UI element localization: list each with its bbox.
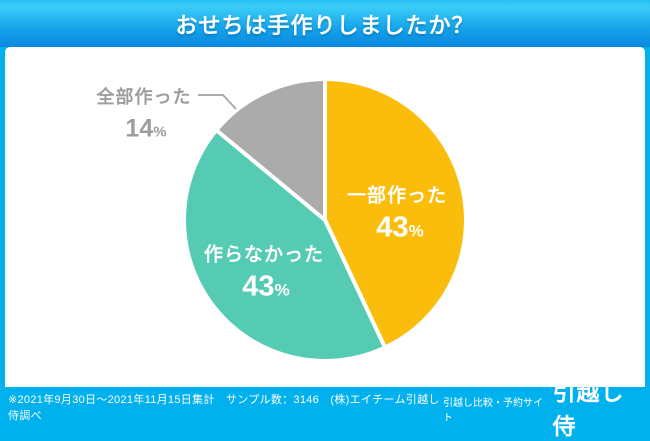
header-banner: おせちは手作りしましたか？ [0,0,650,47]
footer-bar: ※2021年9月30日～2021年11月15日集計 サンプル数：3146 (株)… [0,379,650,439]
pie-chart [182,76,468,363]
footer-brand: 引越し比較・予約サイト 引越し侍 [443,373,642,441]
value-segment-0-unit: % [408,221,424,241]
pie-slice-2 [213,76,327,225]
label-segment-0: 一部作った [347,181,447,208]
label-segment-1-name: 作らなかった [203,244,325,266]
value-segment-0-number: 43 [376,211,409,244]
brand-logo: 引越し侍 [552,378,625,439]
pie-slice-1 [182,127,388,363]
value-segment-0: 43% [376,212,423,245]
pie-slice-0 [323,76,468,351]
page-title: おせちは手作りしましたか？ [175,12,475,38]
value-segment-2: 14% [125,115,166,144]
value-segment-2-unit: % [153,123,167,141]
value-segment-2-number: 14 [125,114,154,143]
value-segment-1: 43% [242,271,289,304]
leader-line [198,94,237,110]
label-segment-1: 作らなかった [204,240,324,267]
value-segment-1-unit: % [274,280,290,300]
label-segment-2-name: 全部作った [96,87,192,107]
label-segment-0-name: 一部作った [346,185,448,207]
value-segment-1-number: 43 [242,270,275,303]
brand-tagline: 引越し比較・予約サイト [443,397,543,424]
label-segment-2: 全部作った [97,83,192,109]
survey-note: ※2021年9月30日～2021年11月15日集計 サンプル数：3146 (株)… [8,393,440,422]
